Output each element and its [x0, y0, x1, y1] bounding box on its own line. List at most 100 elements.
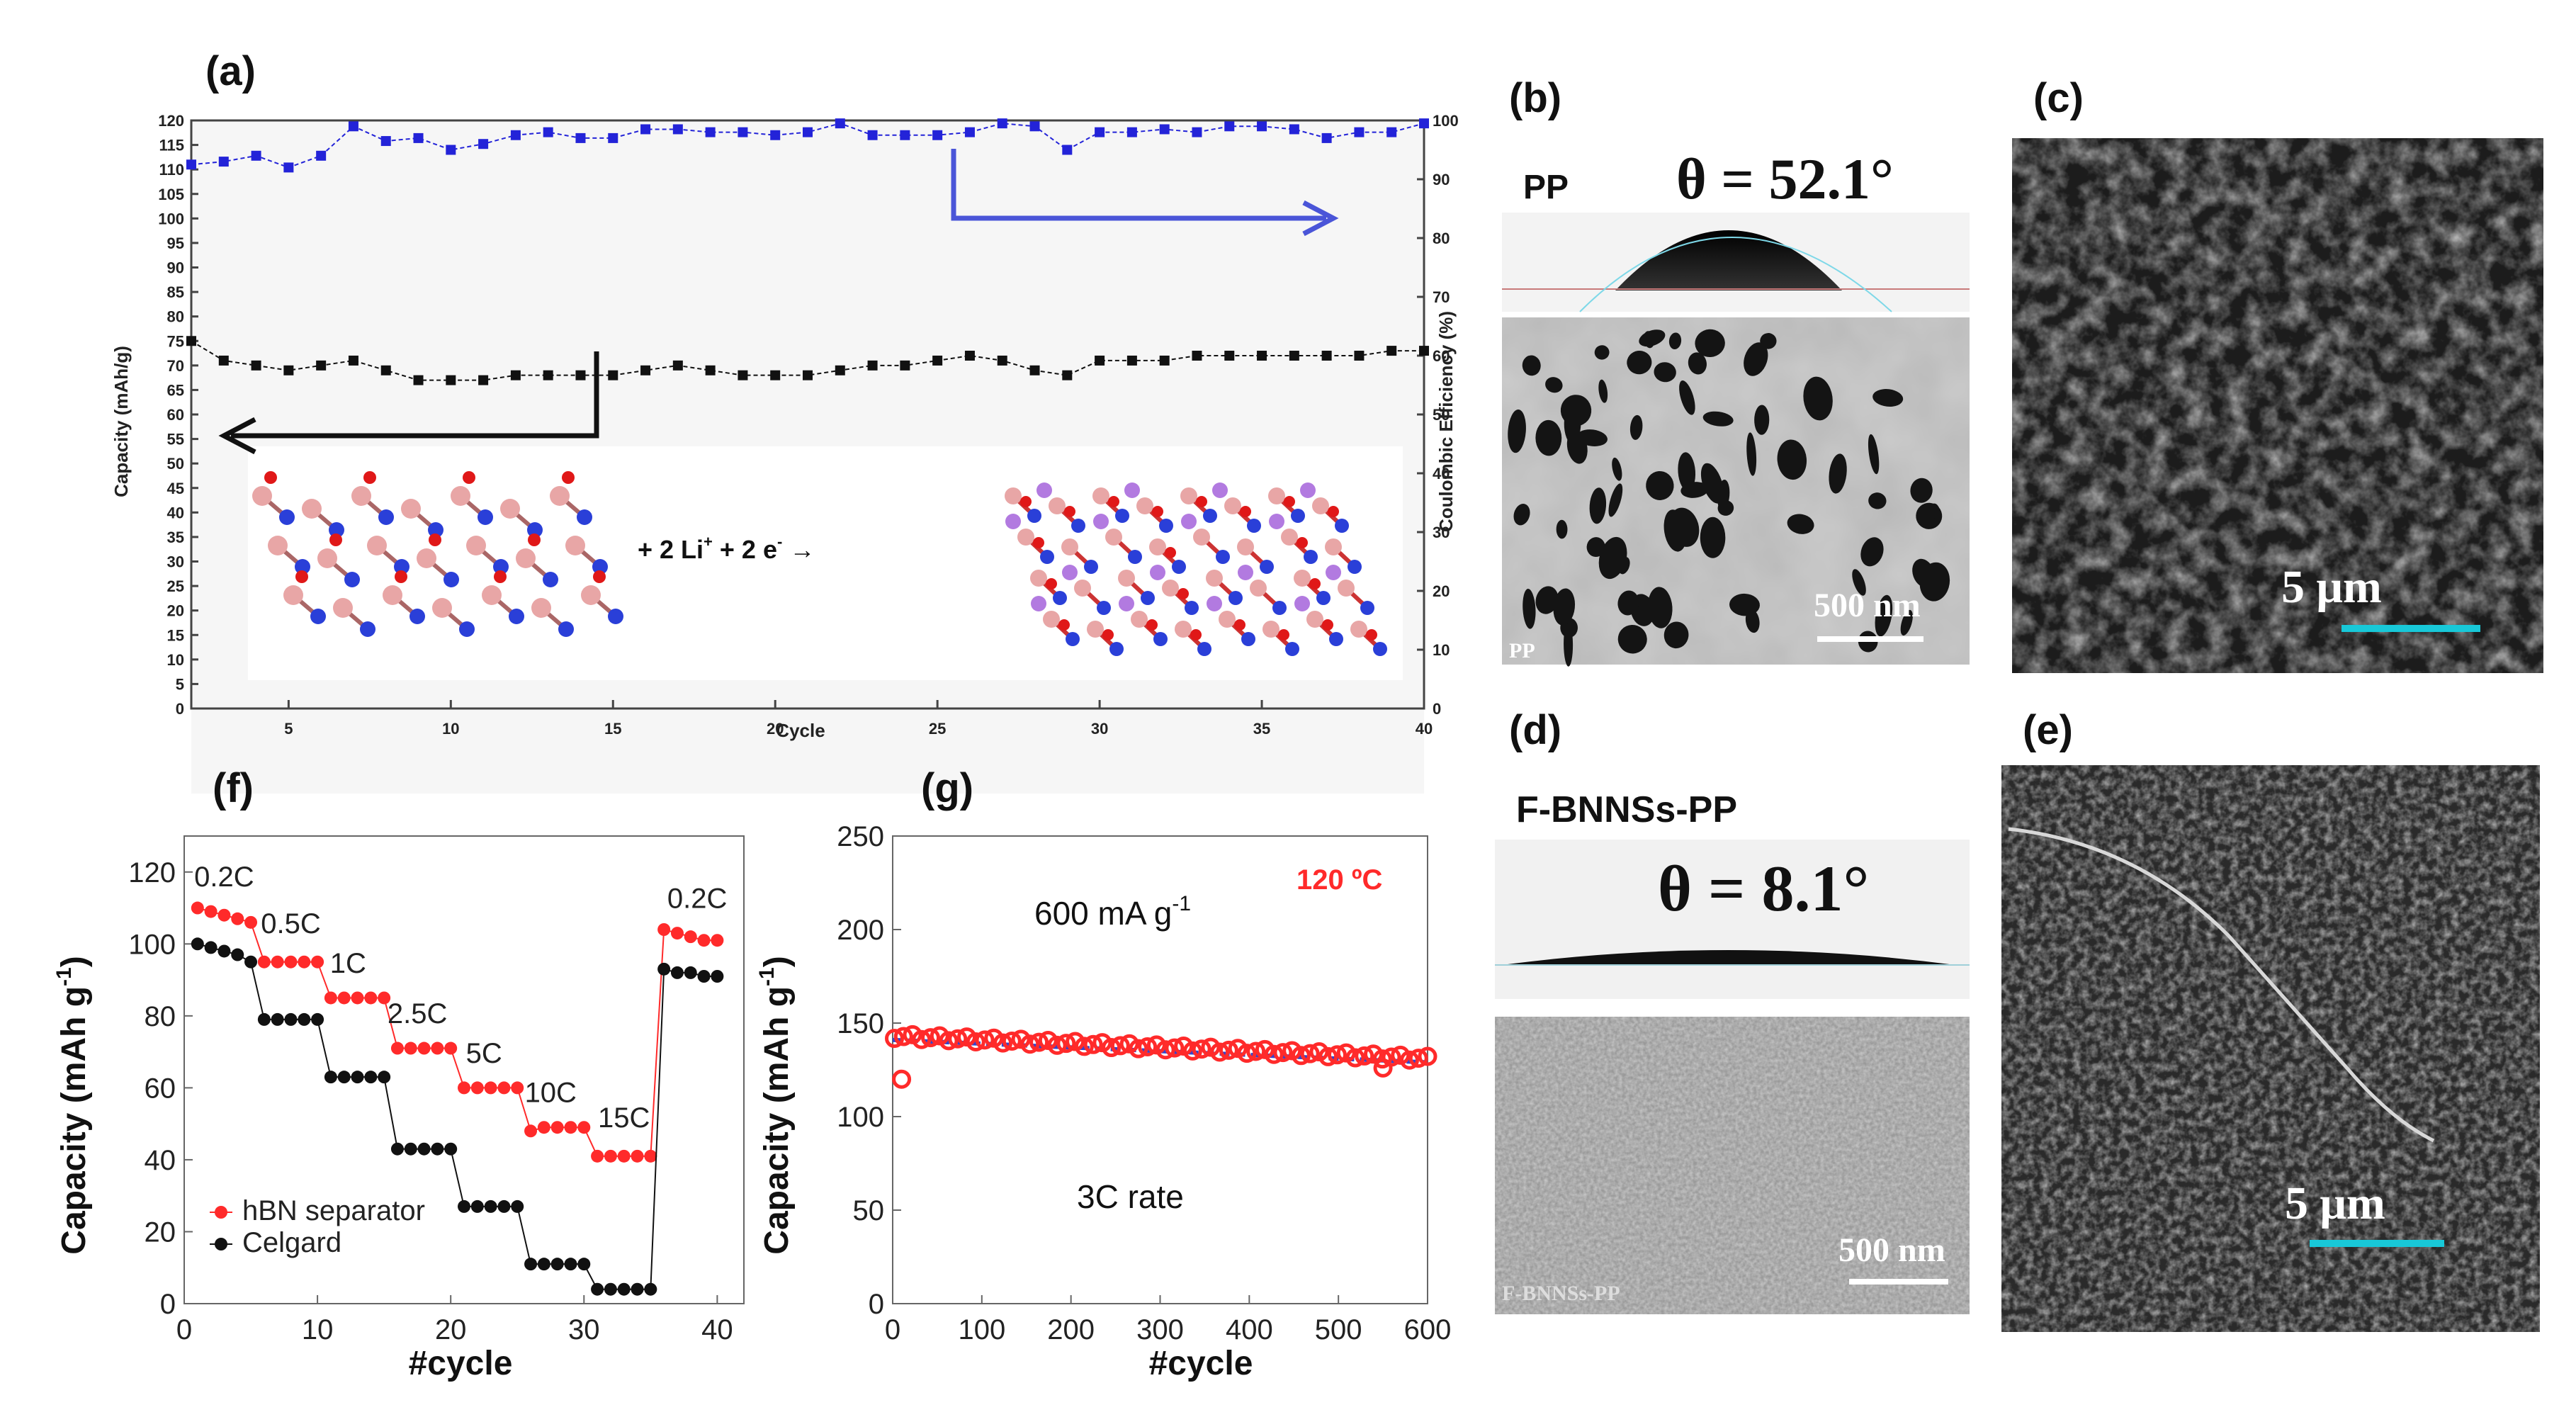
data-point-g: [1129, 1039, 1148, 1058]
atom-n: [1053, 591, 1067, 605]
data-point-red: [231, 912, 244, 925]
data-point-black: [364, 1071, 378, 1084]
x-tick-label-a: 40: [1416, 720, 1433, 738]
atom-n: [1071, 519, 1085, 533]
data-point-black: [564, 1258, 577, 1271]
pore: [1910, 478, 1933, 503]
data-point-capacity: [770, 370, 781, 380]
atom-b: [1350, 621, 1367, 638]
atom-b: [565, 536, 585, 555]
atom-b: [417, 548, 436, 568]
y-tick-label-g: 200: [837, 915, 884, 946]
y2-tick-label-a: 90: [1433, 171, 1450, 188]
data-point-red: [337, 991, 351, 1005]
atom-b: [351, 486, 371, 506]
data-point-g: [1083, 1034, 1103, 1054]
atom-b: [333, 598, 353, 618]
data-point-black: [390, 1142, 404, 1156]
data-point-black: [271, 1012, 284, 1026]
atom-f: [1165, 547, 1176, 558]
data-point-efficiency: [932, 130, 943, 140]
pore: [1556, 519, 1568, 539]
data-point-black: [657, 962, 671, 976]
atom-f: [463, 471, 475, 484]
atom-n: [1285, 642, 1299, 656]
y-tick-label-g: 150: [837, 1008, 884, 1039]
x-tick-label-f: 10: [302, 1314, 334, 1345]
y-tick-label-f: 100: [128, 929, 176, 960]
atom-n: [1348, 560, 1362, 574]
atom-n: [493, 559, 509, 575]
data-point-red: [204, 905, 218, 918]
pore: [1654, 362, 1676, 383]
atom-f: [1102, 629, 1114, 640]
data-point-capacity: [413, 375, 424, 385]
pore: [1564, 621, 1574, 667]
pore: [1688, 352, 1707, 375]
atom-n: [543, 572, 558, 587]
atom-n: [527, 522, 543, 538]
panel-label-f: (f): [213, 765, 254, 811]
data-point-black: [537, 1258, 550, 1271]
data-point-efficiency: [510, 130, 521, 140]
atom-b: [1092, 487, 1109, 504]
data-point-black: [218, 944, 231, 958]
atom-n: [1097, 601, 1111, 615]
right-axis-arrow-head: [1302, 200, 1339, 237]
data-point-capacity: [218, 355, 229, 366]
atom-n: [1304, 550, 1318, 564]
pore: [1598, 379, 1608, 403]
y-tick-label-a: 95: [167, 235, 184, 252]
x-tick-label-f: 20: [435, 1314, 467, 1345]
y-axis-title-g: Capacity (mAh g-1): [755, 956, 796, 1254]
pore: [1535, 419, 1562, 456]
data-point-g: [1029, 1032, 1049, 1052]
panel-label-d: (d): [1509, 707, 1561, 753]
atom-f: [562, 471, 575, 484]
data-point-efficiency: [1419, 118, 1429, 129]
y-tick-label-f: 0: [160, 1289, 176, 1320]
data-point-black: [191, 937, 204, 951]
data-point-capacity: [1386, 346, 1397, 356]
pore: [1900, 609, 1913, 636]
data-point-red: [257, 955, 271, 969]
atom-b: [1149, 538, 1166, 555]
pore: [1586, 537, 1605, 558]
atom-n: [1115, 509, 1129, 523]
data-point-efficiency: [1095, 127, 1105, 137]
data-point-efficiency: [575, 132, 586, 143]
y-tick-label-a: 110: [159, 161, 185, 179]
data-point-red: [497, 1081, 511, 1095]
atom-f: [1190, 629, 1202, 640]
atom-f: [295, 570, 308, 583]
chart-g: (g) 0 100 200 300 400 500 600 0 50 100 150 200 250 6…: [755, 765, 1451, 1382]
data-point-capacity: [380, 365, 391, 376]
atom-f: [264, 471, 277, 484]
data-point-red: [697, 934, 711, 947]
data-point-red: [524, 1124, 538, 1138]
atom-f: [1328, 506, 1339, 517]
atom-n: [1153, 632, 1168, 646]
data-point-capacity: [543, 370, 553, 380]
y2-axis-title-a: Coulombic Efficiency (%): [1435, 311, 1457, 532]
data-point-efficiency: [608, 132, 618, 143]
data-point-black: [444, 1142, 458, 1156]
temperature-label: 120 ºC: [1297, 864, 1382, 896]
data-point-black: [351, 1071, 364, 1084]
series-line-red: [197, 907, 718, 1157]
data-point-red: [631, 1149, 644, 1163]
y-axis-title-a: Capacity (mAh/g): [111, 346, 132, 497]
data-point-g: [1219, 1040, 1238, 1060]
data-point-efficiency: [446, 145, 456, 155]
y-axis-title-f: Capacity (mAh g-1): [52, 956, 93, 1254]
data-point-black: [497, 1199, 511, 1213]
data-point-capacity: [835, 365, 845, 376]
atom-b: [1061, 538, 1078, 555]
atom-n: [1203, 509, 1217, 523]
atom-f: [1058, 619, 1070, 631]
atom-n: [1228, 591, 1243, 605]
x-axis-title-f: #cycle: [409, 1345, 513, 1382]
atom-f: [1297, 537, 1308, 548]
data-point-g-outlier: [1373, 1058, 1393, 1078]
